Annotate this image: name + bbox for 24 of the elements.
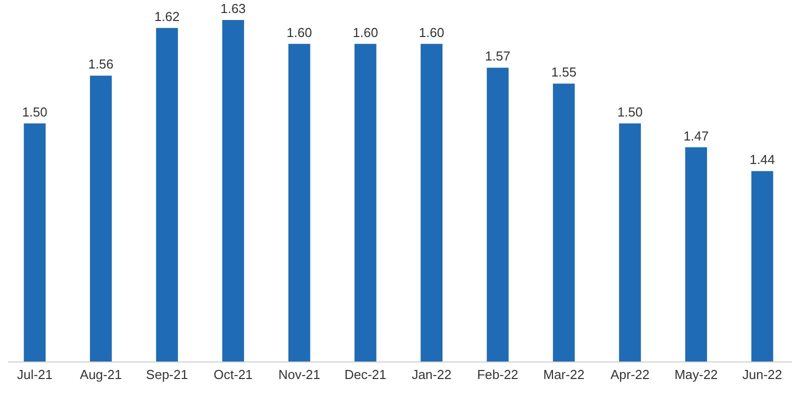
data-label: 1.57 [485, 48, 510, 64]
x-tick-label: Aug-21 [80, 367, 122, 382]
x-tick-label: Mar-22 [543, 367, 584, 382]
x-tick-label: Jan-22 [412, 367, 452, 382]
x-tick-label: Jun-22 [742, 367, 782, 382]
data-label: 1.50 [22, 104, 48, 120]
x-tick-label: Jul-21 [17, 367, 52, 382]
data-label: 1.44 [750, 152, 775, 168]
data-label: 1.55 [551, 64, 576, 80]
x-tick-label: Apr-22 [610, 367, 650, 382]
data-label: 1.50 [617, 104, 643, 120]
x-tick-label: Nov-21 [278, 367, 320, 382]
data-label: 1.60 [352, 24, 378, 40]
data-label: 1.60 [286, 24, 312, 40]
data-label: 1.60 [418, 24, 444, 40]
data-label: 1.47 [683, 128, 709, 144]
x-tick-label: Feb-22 [477, 367, 518, 382]
data-label: 1.63 [220, 1, 246, 16]
x-tick-label: Oct-21 [214, 367, 253, 382]
data-label: 1.62 [154, 8, 180, 24]
x-tick-label: Dec-21 [344, 367, 386, 382]
x-tick-label: May-22 [674, 367, 718, 382]
data-label: 1.56 [88, 56, 114, 72]
x-tick-label: Sep-21 [146, 367, 188, 382]
